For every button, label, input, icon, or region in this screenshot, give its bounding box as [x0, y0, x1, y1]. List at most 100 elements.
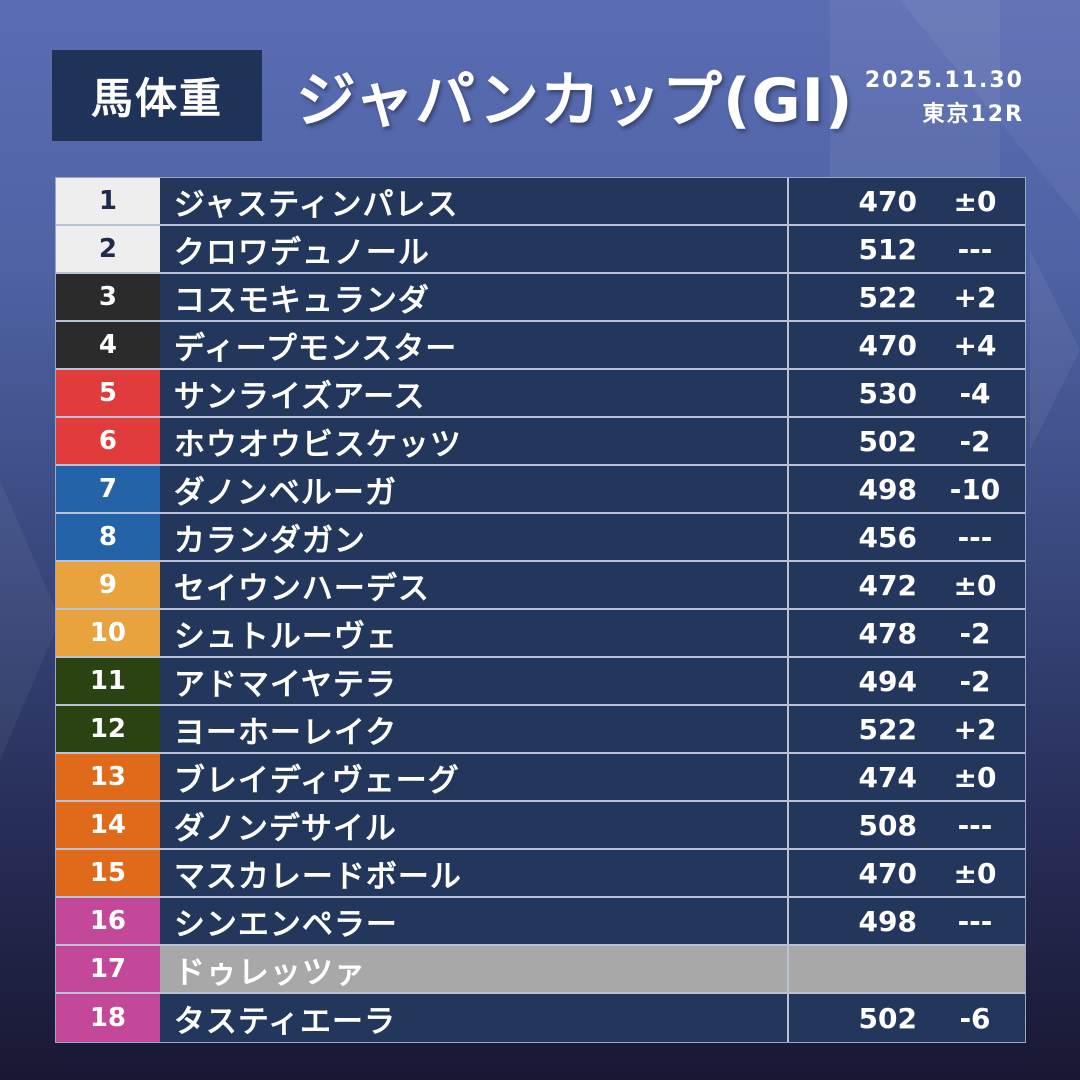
horse-weight: 522: [858, 712, 917, 746]
table-row: 3 コスモキュランダ 522 +2: [56, 274, 1025, 322]
horse-number: 8: [56, 514, 160, 560]
table-row: 4 ディープモンスター 470 +4: [56, 322, 1025, 370]
table-row: 16 シンエンペラー 498 ---: [56, 898, 1025, 946]
horse-number: 9: [56, 562, 160, 608]
horse-name: ホウオウビスケッツ: [159, 418, 789, 464]
table-row: 8 カランダガン 456 ---: [56, 514, 1025, 562]
weight-cell: 470 ±0: [789, 850, 1025, 896]
weight-cell: 512 ---: [789, 226, 1025, 272]
horse-number: 17: [56, 946, 160, 992]
horse-weight: 470: [858, 856, 917, 890]
horse-weight: 478: [858, 616, 917, 650]
table-row: 18 タスティエーラ 502 -6: [56, 994, 1025, 1042]
horse-weight: 512: [858, 232, 917, 266]
horse-number: 12: [56, 706, 160, 752]
horse-name: タスティエーラ: [159, 994, 789, 1042]
horse-weight: 502: [858, 1001, 917, 1035]
horse-name: ドゥレッツァ: [159, 946, 789, 992]
weight-cell: 522 +2: [789, 706, 1025, 752]
weight-diff: +4: [953, 328, 997, 362]
table-row: 7 ダノンベルーガ 498 -10: [56, 466, 1025, 514]
weight-diff: -2: [959, 664, 991, 698]
horse-number: 18: [56, 994, 160, 1042]
weight-diff: ---: [957, 232, 993, 266]
table-row: 13 ブレイディヴェーグ 474 ±0: [56, 754, 1025, 802]
weight-diff: -2: [959, 424, 991, 458]
race-info: 2025.11.30 東京12R: [865, 64, 1024, 132]
weight-diff: ---: [957, 904, 993, 938]
horse-weight: 498: [858, 472, 917, 506]
horse-weight: 522: [858, 280, 917, 314]
horse-weight: 456: [858, 520, 917, 554]
horse-name: ジャスティンパレス: [159, 178, 789, 224]
horse-number: 13: [56, 754, 160, 800]
horse-name: ヨーホーレイク: [159, 706, 789, 752]
horse-weight: 474: [858, 760, 917, 794]
horse-number: 5: [56, 370, 160, 416]
horse-name: ダノンベルーガ: [159, 466, 789, 512]
horse-number: 6: [56, 418, 160, 464]
horse-name: コスモキュランダ: [159, 274, 789, 320]
table-row: 6 ホウオウビスケッツ 502 -2: [56, 418, 1025, 466]
horse-name: マスカレードボール: [159, 850, 789, 896]
weight-cell: 474 ±0: [789, 754, 1025, 800]
weight-cell: 502 -2: [789, 418, 1025, 464]
weight-diff: +2: [953, 712, 997, 746]
weight-diff: ---: [957, 520, 993, 554]
horse-weight: 502: [858, 424, 917, 458]
horse-name: カランダガン: [159, 514, 789, 560]
race-title: ジャパンカップ(GI): [296, 66, 854, 136]
horse-weight: 472: [858, 568, 917, 602]
horse-name: サンライズアース: [159, 370, 789, 416]
weight-cell: 494 -2: [789, 658, 1025, 704]
table-row: 2 クロワデュノール 512 ---: [56, 226, 1025, 274]
weight-diff: ±0: [953, 184, 997, 218]
weight-diff: ±0: [953, 856, 997, 890]
horse-number: 1: [56, 178, 160, 224]
table-row: 14 ダノンデサイル 508 ---: [56, 802, 1025, 850]
horse-number: 2: [56, 226, 160, 272]
race-date: 2025.11.30: [864, 68, 1024, 93]
horse-number: 14: [56, 802, 160, 848]
weight-diff: ±0: [953, 568, 997, 602]
weight-cell: [789, 946, 1025, 992]
weight-cell: 502 -6: [789, 994, 1025, 1042]
horse-number: 15: [56, 850, 160, 896]
weight-table: 1 ジャスティンパレス 470 ±0 2 クロワデュノール 512 --- 3 …: [55, 177, 1026, 1043]
horse-number: 4: [56, 322, 160, 368]
horse-number: 10: [56, 610, 160, 656]
weight-diff: ---: [957, 808, 993, 842]
table-row: 11 アドマイヤテラ 494 -2: [56, 658, 1025, 706]
horse-number: 3: [56, 274, 160, 320]
weight-diff: -10: [949, 472, 1001, 506]
horse-weight: 498: [858, 904, 917, 938]
table-row: 10 シュトルーヴェ 478 -2: [56, 610, 1025, 658]
weight-badge: 馬体重: [52, 50, 262, 141]
horse-number: 7: [56, 466, 160, 512]
weight-cell: 508 ---: [789, 802, 1025, 848]
weight-cell: 498 ---: [789, 898, 1025, 944]
horse-name: ブレイディヴェーグ: [159, 754, 789, 800]
table-row: 12 ヨーホーレイク 522 +2: [56, 706, 1025, 754]
horse-name: シンエンペラー: [159, 898, 789, 944]
horse-name: ディープモンスター: [159, 322, 789, 368]
table-row: 1 ジャスティンパレス 470 ±0: [56, 178, 1025, 226]
weight-cell: 478 -2: [789, 610, 1025, 656]
table-row: 15 マスカレードボール 470 ±0: [56, 850, 1025, 898]
horse-number: 11: [56, 658, 160, 704]
weight-diff: +2: [953, 280, 997, 314]
horse-weight: 470: [858, 328, 917, 362]
horse-number: 16: [56, 898, 160, 944]
table-row: 9 セイウンハーデス 472 ±0: [56, 562, 1025, 610]
weight-cell: 470 +4: [789, 322, 1025, 368]
table-row: 5 サンライズアース 530 -4: [56, 370, 1025, 418]
weight-diff: -2: [959, 616, 991, 650]
weight-diff: -6: [959, 1001, 991, 1035]
horse-weight: 470: [858, 184, 917, 218]
horse-name: シュトルーヴェ: [159, 610, 789, 656]
weight-cell: 472 ±0: [789, 562, 1025, 608]
weight-cell: 470 ±0: [789, 178, 1025, 224]
weight-cell: 530 -4: [789, 370, 1025, 416]
horse-weight: 494: [858, 664, 917, 698]
horse-weight: 508: [858, 808, 917, 842]
